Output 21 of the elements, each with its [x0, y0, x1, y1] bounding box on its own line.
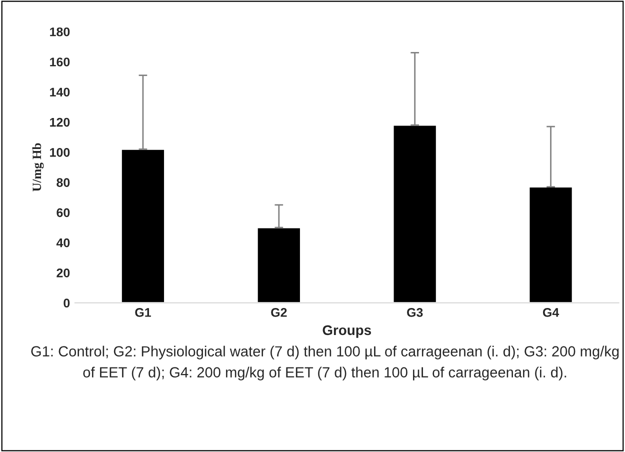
- y-tick-label: 60: [56, 208, 70, 218]
- bar: [528, 186, 574, 303]
- y-tick-label: 180: [50, 27, 70, 36]
- x-tick-label: G2: [271, 308, 287, 317]
- y-tick-label: 40: [56, 238, 70, 248]
- y-tick-label: 120: [50, 118, 70, 127]
- x-tick-label: G3: [407, 308, 423, 317]
- y-tick-label: 140: [50, 88, 70, 97]
- y-tick-label: 0: [64, 298, 70, 308]
- bar: [392, 124, 438, 303]
- bar: [256, 226, 302, 303]
- x-tick-label: G4: [542, 308, 560, 317]
- y-axis-title: U/mg Hb: [32, 143, 44, 192]
- y-tick-label: 20: [56, 268, 70, 278]
- text: G1: Control; G2: Physiological water (7 d) then 100 µL of carrageenan (i. d); G3: 200 mg/kg of EET (7 d); G4: 200 mg/kg of EET (7 d) then 100 µL of carrageenan (i. d).: [31, 346, 619, 380]
- x-tick-label: G1: [135, 308, 151, 317]
- x-axis-title: Groups: [322, 325, 371, 338]
- y-tick-label: 80: [56, 178, 70, 187]
- y-tick-label: 160: [50, 58, 70, 66]
- y-tick-label: 100: [50, 148, 70, 157]
- bar: [120, 148, 166, 303]
